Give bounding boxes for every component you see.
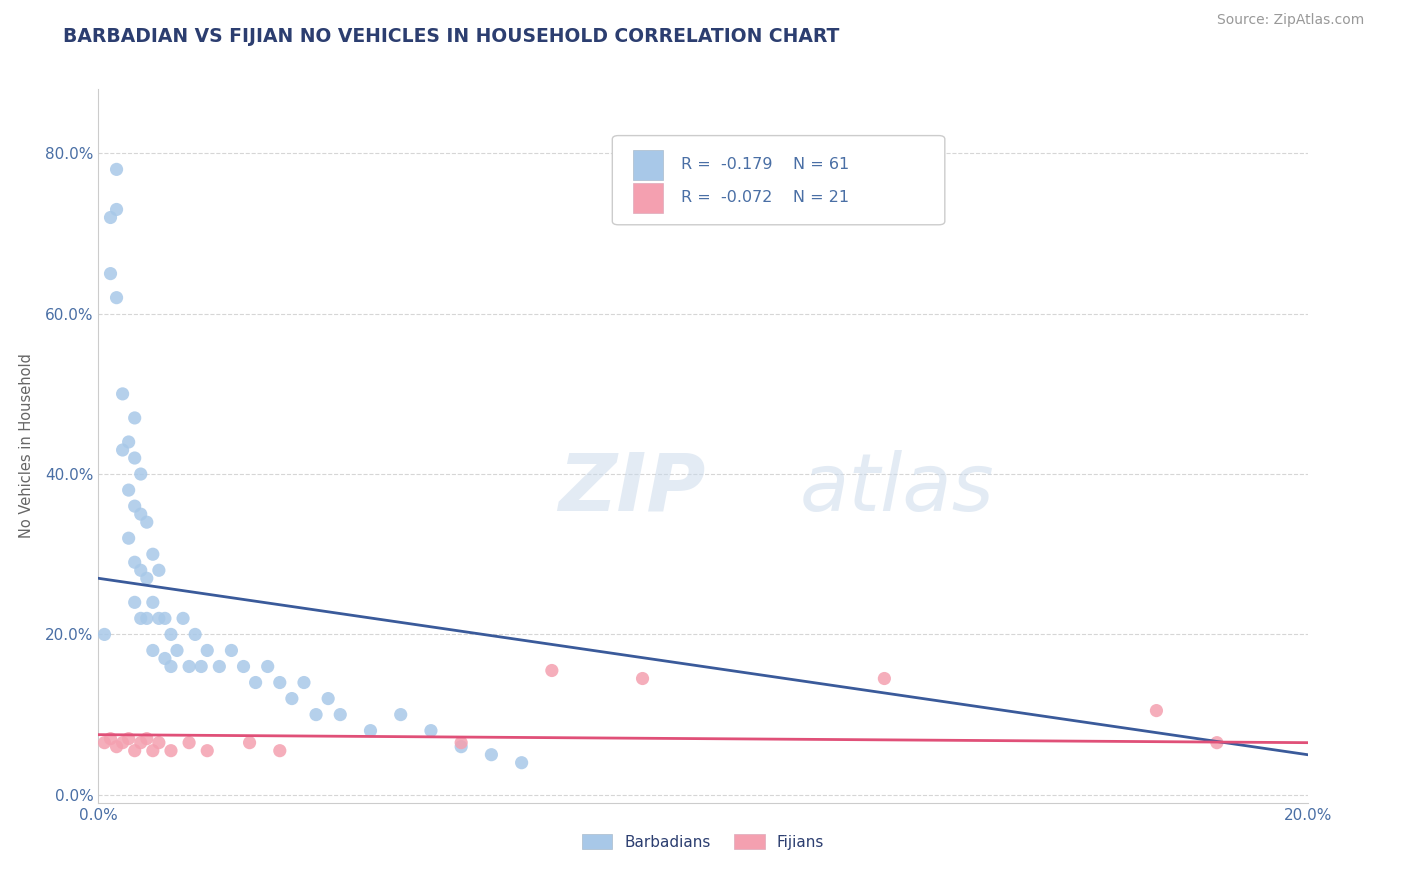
Point: [316, 691, 339, 706]
Point: [118, 531, 141, 545]
Point: [118, 435, 141, 450]
Point: [540, 664, 562, 678]
Point: [124, 595, 146, 609]
FancyBboxPatch shape: [633, 150, 664, 180]
Point: [239, 736, 262, 750]
Point: [129, 467, 152, 481]
Point: [292, 675, 315, 690]
Point: [195, 643, 218, 657]
Point: [256, 659, 278, 673]
Point: [105, 291, 128, 305]
Point: [160, 744, 183, 758]
Point: [184, 627, 207, 641]
Point: [153, 651, 176, 665]
Point: [281, 691, 304, 706]
Point: [142, 547, 165, 561]
Point: [245, 675, 267, 690]
Point: [179, 736, 201, 750]
Point: [100, 211, 122, 225]
Legend: Barbadians, Fijians: Barbadians, Fijians: [576, 828, 830, 855]
Point: [329, 707, 352, 722]
Point: [631, 672, 654, 686]
Point: [160, 627, 183, 641]
Point: [129, 611, 152, 625]
Point: [142, 595, 165, 609]
Point: [420, 723, 443, 738]
Point: [142, 643, 165, 657]
Point: [105, 162, 128, 177]
Point: [135, 611, 157, 625]
Point: [105, 202, 128, 217]
Point: [124, 411, 146, 425]
Point: [124, 499, 146, 513]
Point: [195, 744, 218, 758]
Point: [232, 659, 254, 673]
Point: [100, 267, 122, 281]
Point: [135, 515, 157, 529]
Point: [172, 611, 194, 625]
Point: [208, 659, 231, 673]
FancyBboxPatch shape: [613, 136, 945, 225]
Point: [360, 723, 382, 738]
Point: [100, 731, 122, 746]
Point: [510, 756, 533, 770]
Point: [221, 643, 243, 657]
Point: [1144, 704, 1167, 718]
Point: [93, 736, 115, 750]
Point: [111, 387, 134, 401]
Point: [450, 739, 472, 754]
Point: [124, 555, 146, 569]
Point: [124, 744, 146, 758]
Point: [135, 731, 157, 746]
Point: [129, 736, 152, 750]
Point: [148, 611, 170, 625]
Point: [111, 442, 134, 457]
Point: [305, 707, 328, 722]
Text: ZIP: ZIP: [558, 450, 706, 528]
Point: [269, 744, 291, 758]
Point: [269, 675, 291, 690]
Point: [135, 571, 157, 585]
Point: [179, 659, 201, 673]
Y-axis label: No Vehicles in Household: No Vehicles in Household: [18, 353, 34, 539]
Text: Source: ZipAtlas.com: Source: ZipAtlas.com: [1216, 13, 1364, 28]
Point: [160, 659, 183, 673]
Point: [129, 507, 152, 521]
Point: [389, 707, 412, 722]
Point: [148, 563, 170, 577]
Text: R =  -0.072    N = 21: R = -0.072 N = 21: [682, 190, 849, 205]
Point: [873, 672, 896, 686]
Point: [118, 483, 141, 497]
Point: [166, 643, 188, 657]
Point: [148, 736, 170, 750]
Point: [481, 747, 503, 762]
Point: [118, 731, 141, 746]
Point: [190, 659, 212, 673]
Point: [450, 736, 472, 750]
Point: [1206, 736, 1229, 750]
Point: [142, 744, 165, 758]
Point: [124, 450, 146, 465]
Text: atlas: atlas: [800, 450, 994, 528]
Text: R =  -0.179    N = 61: R = -0.179 N = 61: [682, 157, 849, 172]
Point: [129, 563, 152, 577]
Point: [105, 739, 128, 754]
Point: [153, 611, 176, 625]
Point: [93, 627, 115, 641]
Point: [111, 736, 134, 750]
FancyBboxPatch shape: [633, 183, 664, 212]
Text: BARBADIAN VS FIJIAN NO VEHICLES IN HOUSEHOLD CORRELATION CHART: BARBADIAN VS FIJIAN NO VEHICLES IN HOUSE…: [63, 27, 839, 45]
